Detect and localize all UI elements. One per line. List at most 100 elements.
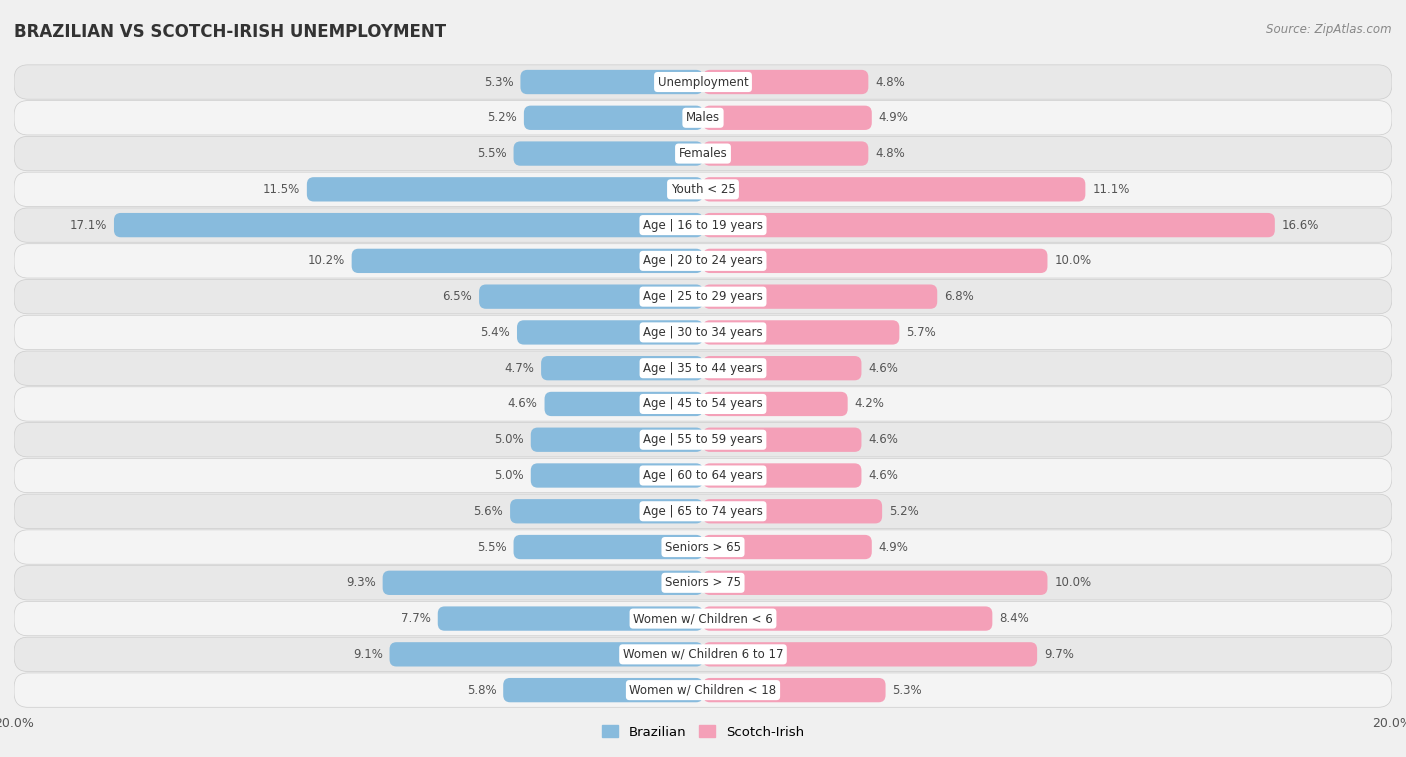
Text: Seniors > 65: Seniors > 65 (665, 540, 741, 553)
FancyBboxPatch shape (513, 535, 703, 559)
Text: 5.0%: 5.0% (495, 469, 524, 482)
Text: Unemployment: Unemployment (658, 76, 748, 89)
FancyBboxPatch shape (703, 392, 848, 416)
FancyBboxPatch shape (14, 351, 1392, 385)
Text: 5.2%: 5.2% (488, 111, 517, 124)
Text: 4.8%: 4.8% (875, 147, 905, 160)
Text: Age | 45 to 54 years: Age | 45 to 54 years (643, 397, 763, 410)
FancyBboxPatch shape (703, 463, 862, 488)
FancyBboxPatch shape (703, 70, 869, 94)
FancyBboxPatch shape (703, 535, 872, 559)
Text: 6.5%: 6.5% (443, 290, 472, 303)
Text: Age | 60 to 64 years: Age | 60 to 64 years (643, 469, 763, 482)
Text: Source: ZipAtlas.com: Source: ZipAtlas.com (1267, 23, 1392, 36)
Text: Age | 65 to 74 years: Age | 65 to 74 years (643, 505, 763, 518)
Text: Age | 30 to 34 years: Age | 30 to 34 years (643, 326, 763, 339)
FancyBboxPatch shape (114, 213, 703, 237)
Text: 5.6%: 5.6% (474, 505, 503, 518)
Text: 8.4%: 8.4% (1000, 612, 1029, 625)
Text: 10.0%: 10.0% (1054, 576, 1091, 589)
Legend: Brazilian, Scotch-Irish: Brazilian, Scotch-Irish (598, 720, 808, 744)
FancyBboxPatch shape (703, 320, 900, 344)
Text: 4.8%: 4.8% (875, 76, 905, 89)
Text: 4.6%: 4.6% (869, 469, 898, 482)
Text: Age | 16 to 19 years: Age | 16 to 19 years (643, 219, 763, 232)
FancyBboxPatch shape (389, 642, 703, 666)
Text: 16.6%: 16.6% (1282, 219, 1319, 232)
Text: 5.4%: 5.4% (481, 326, 510, 339)
FancyBboxPatch shape (14, 315, 1392, 350)
FancyBboxPatch shape (14, 673, 1392, 707)
FancyBboxPatch shape (307, 177, 703, 201)
Text: 9.7%: 9.7% (1045, 648, 1074, 661)
FancyBboxPatch shape (703, 428, 862, 452)
FancyBboxPatch shape (703, 142, 869, 166)
FancyBboxPatch shape (703, 356, 862, 380)
FancyBboxPatch shape (14, 172, 1392, 207)
FancyBboxPatch shape (479, 285, 703, 309)
Text: Women w/ Children < 6: Women w/ Children < 6 (633, 612, 773, 625)
FancyBboxPatch shape (544, 392, 703, 416)
FancyBboxPatch shape (703, 249, 1047, 273)
FancyBboxPatch shape (541, 356, 703, 380)
Text: 5.0%: 5.0% (495, 433, 524, 446)
Text: Age | 25 to 29 years: Age | 25 to 29 years (643, 290, 763, 303)
FancyBboxPatch shape (531, 428, 703, 452)
Text: Age | 55 to 59 years: Age | 55 to 59 years (643, 433, 763, 446)
FancyBboxPatch shape (703, 499, 882, 523)
Text: Women w/ Children < 18: Women w/ Children < 18 (630, 684, 776, 696)
FancyBboxPatch shape (517, 320, 703, 344)
Text: 5.5%: 5.5% (477, 540, 506, 553)
Text: 5.3%: 5.3% (893, 684, 922, 696)
Text: Women w/ Children 6 to 17: Women w/ Children 6 to 17 (623, 648, 783, 661)
FancyBboxPatch shape (14, 530, 1392, 564)
FancyBboxPatch shape (703, 678, 886, 702)
FancyBboxPatch shape (14, 422, 1392, 457)
FancyBboxPatch shape (703, 285, 938, 309)
Text: 5.3%: 5.3% (484, 76, 513, 89)
Text: Males: Males (686, 111, 720, 124)
FancyBboxPatch shape (703, 177, 1085, 201)
Text: 5.7%: 5.7% (907, 326, 936, 339)
Text: Age | 35 to 44 years: Age | 35 to 44 years (643, 362, 763, 375)
FancyBboxPatch shape (14, 208, 1392, 242)
FancyBboxPatch shape (510, 499, 703, 523)
Text: 7.7%: 7.7% (401, 612, 430, 625)
FancyBboxPatch shape (14, 387, 1392, 421)
FancyBboxPatch shape (524, 106, 703, 130)
FancyBboxPatch shape (520, 70, 703, 94)
FancyBboxPatch shape (703, 642, 1038, 666)
Text: 10.2%: 10.2% (308, 254, 344, 267)
Text: Youth < 25: Youth < 25 (671, 183, 735, 196)
Text: 5.8%: 5.8% (467, 684, 496, 696)
Text: 4.6%: 4.6% (508, 397, 537, 410)
Text: 4.7%: 4.7% (505, 362, 534, 375)
Text: 4.9%: 4.9% (879, 540, 908, 553)
FancyBboxPatch shape (703, 213, 1275, 237)
Text: BRAZILIAN VS SCOTCH-IRISH UNEMPLOYMENT: BRAZILIAN VS SCOTCH-IRISH UNEMPLOYMENT (14, 23, 446, 41)
Text: 17.1%: 17.1% (70, 219, 107, 232)
FancyBboxPatch shape (503, 678, 703, 702)
FancyBboxPatch shape (513, 142, 703, 166)
Text: 4.6%: 4.6% (869, 362, 898, 375)
Text: 9.1%: 9.1% (353, 648, 382, 661)
FancyBboxPatch shape (703, 571, 1047, 595)
FancyBboxPatch shape (14, 101, 1392, 135)
FancyBboxPatch shape (531, 463, 703, 488)
FancyBboxPatch shape (14, 637, 1392, 671)
FancyBboxPatch shape (352, 249, 703, 273)
Text: Age | 20 to 24 years: Age | 20 to 24 years (643, 254, 763, 267)
FancyBboxPatch shape (437, 606, 703, 631)
Text: 5.2%: 5.2% (889, 505, 918, 518)
FancyBboxPatch shape (382, 571, 703, 595)
FancyBboxPatch shape (14, 565, 1392, 600)
Text: Females: Females (679, 147, 727, 160)
FancyBboxPatch shape (14, 136, 1392, 171)
Text: 10.0%: 10.0% (1054, 254, 1091, 267)
FancyBboxPatch shape (703, 106, 872, 130)
Text: 4.9%: 4.9% (879, 111, 908, 124)
FancyBboxPatch shape (14, 601, 1392, 636)
FancyBboxPatch shape (14, 458, 1392, 493)
FancyBboxPatch shape (14, 65, 1392, 99)
Text: 6.8%: 6.8% (945, 290, 974, 303)
